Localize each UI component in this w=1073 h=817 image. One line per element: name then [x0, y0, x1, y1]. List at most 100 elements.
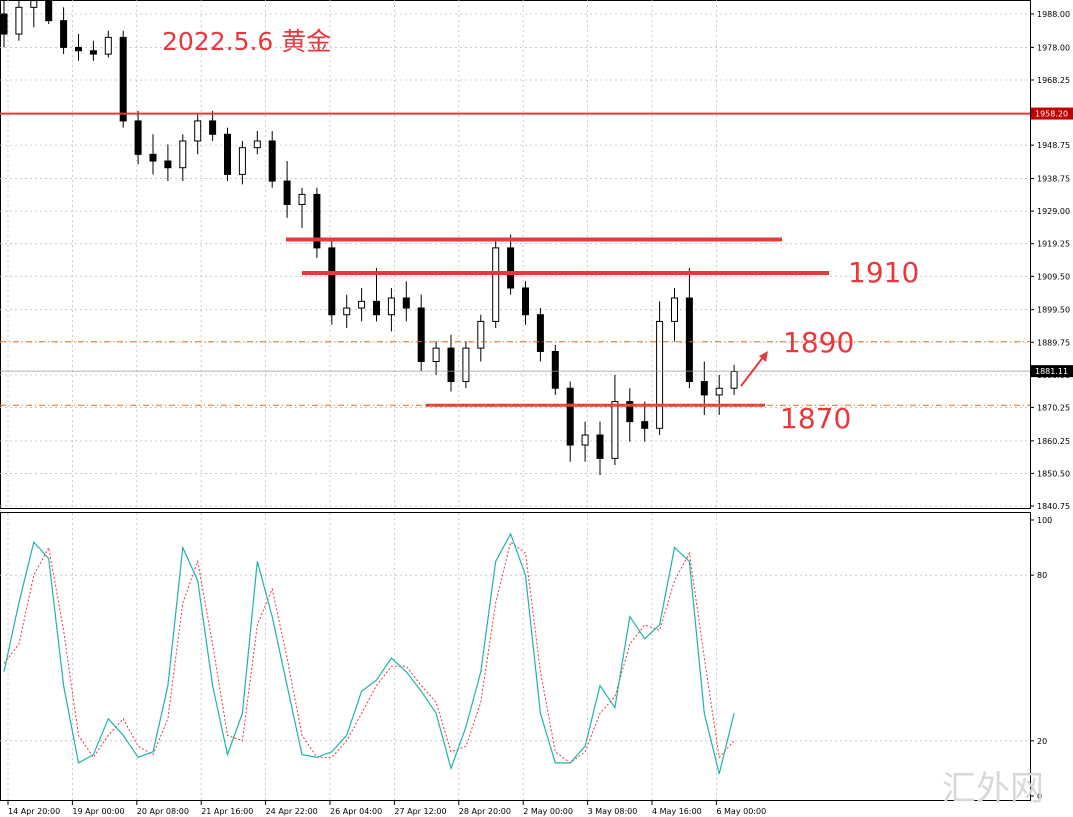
watermark: 汇外网 [942, 769, 1044, 809]
annotations: 1958.20 1881.11 [0, 107, 1073, 407]
chart-title: 2022.5.6 黄金 [162, 27, 331, 56]
candle-down [522, 287, 529, 316]
candle-up [238, 147, 246, 175]
resistance-price-label: 1958.20 [1035, 110, 1068, 119]
candles [0, 0, 738, 476]
annotation-1910: 1910 [848, 256, 919, 289]
price-axis: 1988.001978.001968.251958.251948.751938.… [1030, 10, 1070, 511]
time-tick-label: 2 May 00:00 [523, 807, 573, 816]
candle-down [596, 434, 604, 459]
candle-up [477, 320, 485, 349]
price-tick-label: 1968.25 [1037, 76, 1070, 85]
candle-down [89, 50, 97, 55]
time-tick-label: 4 May 16:00 [652, 807, 702, 816]
up-arrow-shaft [740, 355, 765, 387]
candle-down [149, 153, 157, 162]
price-tick-label: 1948.75 [1037, 141, 1070, 150]
candle-up [30, 0, 38, 8]
candle-up [730, 371, 738, 389]
price-tick-label: 1889.75 [1037, 338, 1070, 347]
time-tick-label: 27 Apr 12:00 [394, 807, 446, 816]
annotation-1890: 1890 [783, 326, 854, 359]
candle-up [104, 36, 112, 55]
candle-up [179, 140, 187, 169]
candle-up [656, 320, 664, 429]
candle-down [60, 20, 68, 48]
candle-down [0, 13, 8, 35]
candle-down [328, 247, 336, 316]
price-tick-label: 1899.50 [1037, 306, 1070, 315]
candle-up [358, 300, 366, 309]
time-tick-label: 14 Apr 20:00 [8, 807, 60, 816]
candle-up [432, 347, 440, 362]
stoch-tick-label: 0 [1037, 792, 1042, 801]
candle-up [611, 401, 619, 459]
candle-down [447, 347, 455, 383]
candle-down [313, 193, 321, 249]
candle-up [715, 387, 723, 396]
up-arrow-head [759, 351, 768, 362]
time-tick-label: 28 Apr 20:00 [459, 807, 511, 816]
stoch-tick-label: 20 [1037, 737, 1047, 746]
candle-up [581, 434, 589, 446]
candle-down [164, 160, 172, 169]
annotation-1870: 1870 [780, 402, 851, 435]
time-axis: 14 Apr 20:00 19 Apr 00:00 20 Apr 08:00 21 A… [7, 801, 766, 816]
price-tick-label: 1840.75 [1037, 502, 1070, 511]
price-tick-label: 1938.75 [1037, 175, 1070, 184]
candle-down [209, 120, 217, 135]
candle-down [626, 401, 634, 423]
candle-down [45, 0, 53, 22]
time-tick-label: 3 May 08:00 [588, 807, 638, 816]
stochastic-lines [3, 532, 735, 775]
candle-down [536, 314, 544, 352]
candle-up [253, 140, 261, 149]
price-tick-label: 1919.25 [1037, 240, 1070, 249]
candle-up [492, 247, 500, 322]
current-price-box [1031, 365, 1073, 378]
time-tick-label: 26 Apr 04:00 [330, 807, 382, 816]
price-tick-label: 1909.50 [1037, 272, 1070, 281]
candle-down [700, 381, 708, 396]
candle-down [566, 387, 574, 446]
stochastic-signal-line [3, 541, 735, 764]
candle-down [224, 133, 231, 175]
price-tick-label: 1850.50 [1037, 469, 1070, 478]
candle-up [671, 297, 678, 322]
time-tick-label: 21 Apr 16:00 [201, 807, 253, 816]
candle-down [551, 350, 559, 389]
price-tick-label: 1860.25 [1037, 437, 1070, 446]
resistance-price-box [1031, 107, 1073, 120]
candle-down [268, 140, 276, 182]
stochastic-main-line [3, 532, 735, 775]
price-panel[interactable] [0, 0, 1031, 509]
price-tick-label: 1978.00 [1037, 43, 1070, 52]
candle-up [343, 307, 351, 316]
current-price-label: 1881.11 [1035, 367, 1068, 376]
stoch-tick-label: 80 [1037, 571, 1047, 580]
candle-down [283, 180, 291, 205]
stochastic-panel[interactable] [0, 512, 1031, 801]
price-tick-label: 1929.00 [1037, 207, 1070, 216]
candle-down [417, 307, 425, 362]
candle-down [134, 120, 142, 155]
candle-up [194, 120, 202, 142]
price-tick-label: 1988.00 [1037, 10, 1070, 19]
candle-down [119, 36, 127, 122]
candle-down [75, 46, 82, 52]
time-tick-label: 24 Apr 22:00 [266, 807, 318, 816]
candle-up [387, 297, 395, 316]
candle-down [685, 297, 693, 383]
candle-down [373, 300, 380, 316]
candle-down [507, 247, 515, 289]
candle-down [641, 421, 649, 429]
stoch-tick-label: 100 [1037, 516, 1052, 525]
time-tick-label: 6 May 00:00 [716, 807, 766, 816]
stochastic-axis: 100 80 20 0 [1030, 516, 1052, 801]
time-tick-label: 19 Apr 00:00 [72, 807, 124, 816]
candle-up [15, 6, 23, 35]
candle-up [298, 193, 306, 205]
candle-down [402, 297, 410, 309]
time-tick-label: 20 Apr 08:00 [137, 807, 189, 816]
